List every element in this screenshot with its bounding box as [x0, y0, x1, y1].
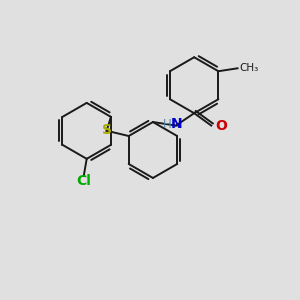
- Text: Cl: Cl: [76, 174, 91, 188]
- Text: CH₃: CH₃: [240, 63, 259, 73]
- Text: H: H: [163, 118, 172, 131]
- Text: N: N: [171, 117, 182, 131]
- Text: O: O: [215, 119, 227, 133]
- Text: S: S: [102, 123, 112, 137]
